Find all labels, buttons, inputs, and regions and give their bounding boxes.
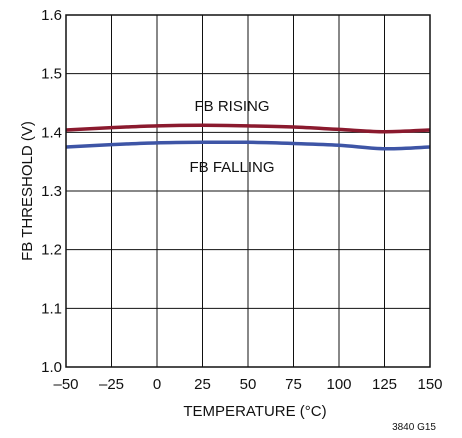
y-tick-label: 1.3: [41, 183, 62, 200]
annotation-fb-falling: FB FALLING: [189, 159, 274, 176]
x-tick-label: 125: [372, 376, 397, 393]
x-tick-label: 25: [194, 376, 211, 393]
x-tick-label: –50: [53, 376, 78, 393]
x-tick-label: –25: [99, 376, 124, 393]
grid: [65, 14, 431, 368]
y-axis-label: FB THRESHOLD (V): [19, 121, 36, 261]
plot-frame: [65, 14, 431, 368]
series-line-fb-falling: [65, 140, 431, 151]
y-tick-label: 1.0: [41, 359, 62, 376]
y-tick-label: 1.4: [41, 124, 62, 141]
figure-id: 3840 G15: [392, 422, 436, 433]
y-tick-label: 1.5: [41, 66, 62, 83]
y-tick-label: 1.1: [41, 300, 62, 317]
x-tick-label: 50: [240, 376, 257, 393]
series-line-fb-rising: [65, 123, 431, 134]
x-tick-label: 100: [326, 376, 351, 393]
series-group: [65, 123, 431, 151]
x-tick-label: 150: [417, 376, 442, 393]
y-tick-label: 1.6: [41, 7, 62, 24]
x-tick-label: 0: [153, 376, 161, 393]
annotation-fb-rising: FB RISING: [194, 98, 269, 115]
x-axis-label: TEMPERATURE (°C): [183, 403, 326, 420]
y-tick-label: 1.2: [41, 242, 62, 259]
y-tick-labels: 1.0 1.1 1.2 1.3 1.4 1.5 1.6: [41, 7, 62, 376]
x-tick-label: 75: [285, 376, 302, 393]
x-tick-labels: –50 –25 0 25 50 75 100 125 150: [53, 376, 442, 393]
